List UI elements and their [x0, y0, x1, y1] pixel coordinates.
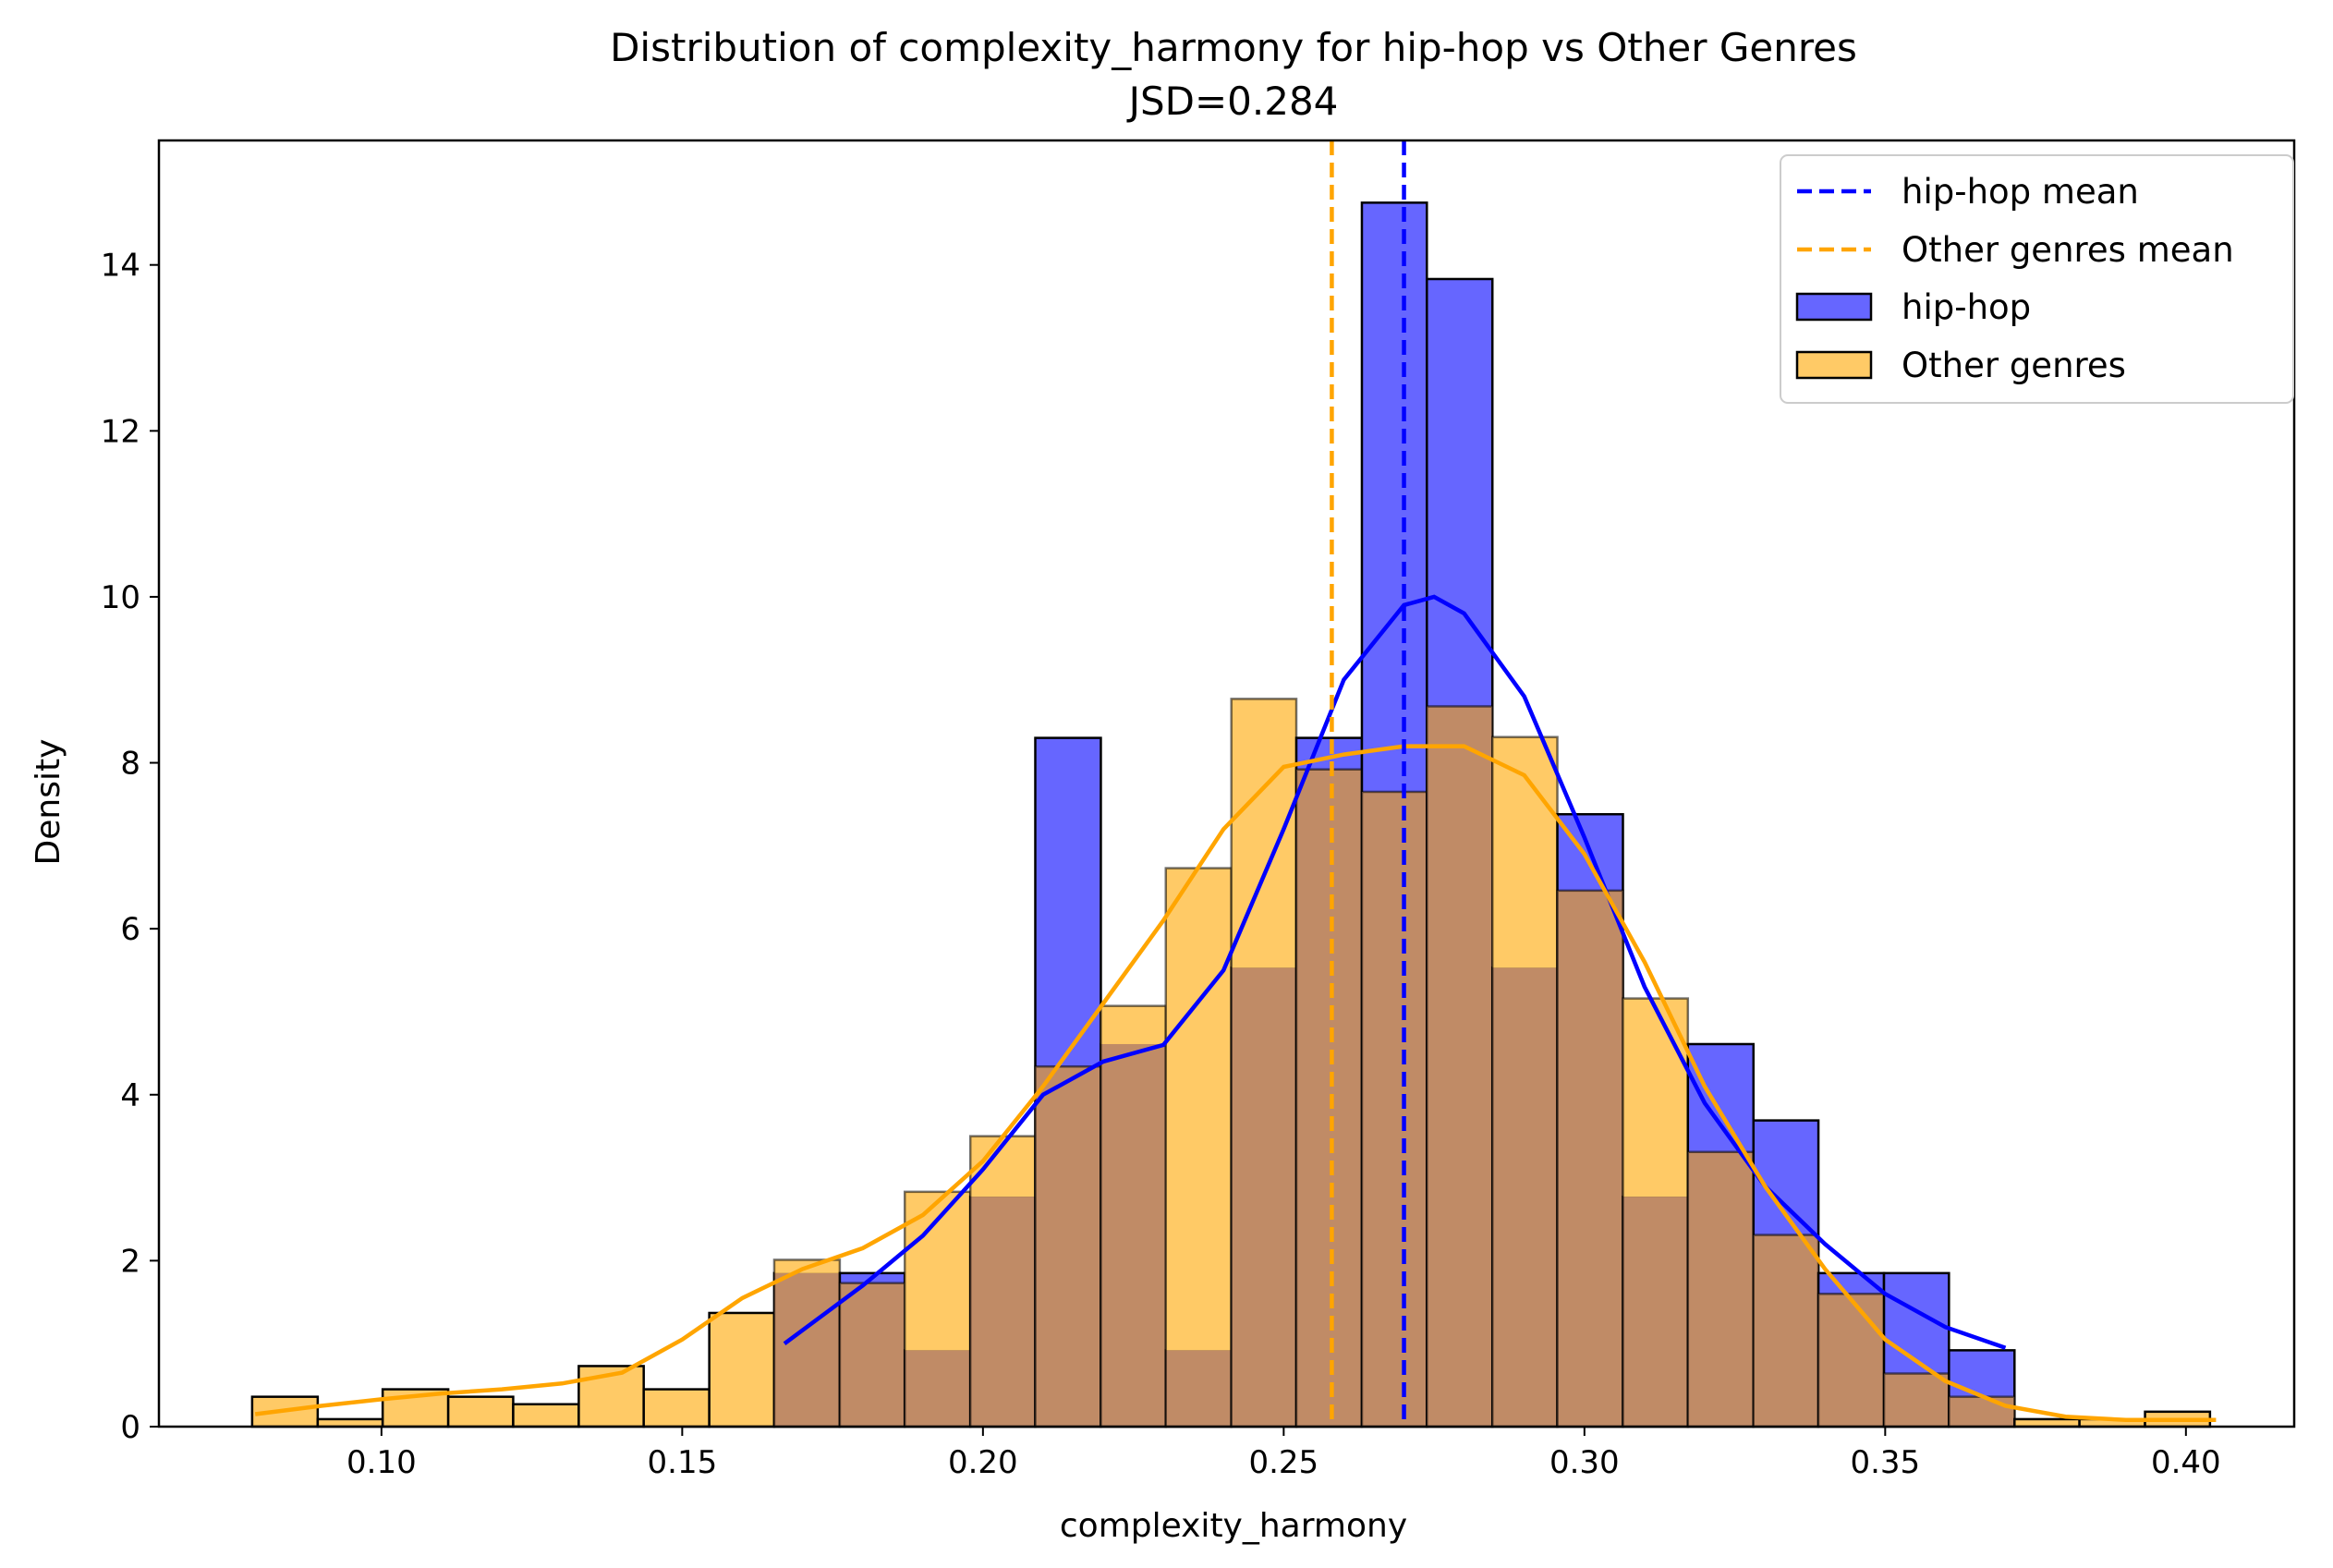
y-tick-label: 2 [120, 1243, 140, 1280]
y-tick-label: 14 [101, 248, 140, 285]
bar-overlap [970, 1197, 1036, 1427]
x-tick-label: 0.30 [1549, 1444, 1620, 1481]
bar-other-excess [1100, 1005, 1166, 1044]
bar-overlap [1884, 1373, 1950, 1427]
bar-overlap [1231, 967, 1297, 1427]
bar-other [446, 1395, 515, 1428]
bar-overlap [1427, 706, 1493, 1427]
x-axis: 0.10 0.15 0.20 0.25 0.30 0.35 0.40 [346, 1427, 2221, 1481]
bar-overlap [1949, 1396, 2015, 1427]
legend-other-mean-label: Other genres mean [1902, 230, 2234, 270]
bar-overlap [773, 1272, 840, 1427]
plot-frame [157, 139, 2296, 1428]
bar-overlap [1361, 791, 1428, 1427]
x-axis-label: complexity_harmony [1060, 1507, 1407, 1545]
y-tick-label: 0 [120, 1409, 140, 1446]
bar-overlap [1557, 890, 1623, 1427]
y-tick-label: 10 [101, 579, 140, 616]
bar-overlap [1296, 769, 1362, 1427]
bar-other [642, 1388, 711, 1428]
bar-overlap [1165, 1350, 1232, 1427]
y-axis: 0 2 4 6 8 10 12 14 [101, 248, 159, 1446]
x-tick-label: 0.20 [948, 1444, 1018, 1481]
y-tick-label: 8 [120, 746, 140, 783]
bar-other-excess [1492, 736, 1558, 968]
x-tick-label: 0.10 [346, 1444, 417, 1481]
chart-subtitle: JSD=0.284 [1126, 79, 1339, 124]
bar-other-excess [1165, 868, 1232, 1351]
bar-overlap [1100, 1043, 1166, 1427]
bar-overlap [1622, 1197, 1688, 1427]
legend: hip-hop mean Other genres mean hip-hop O… [1780, 154, 2294, 404]
bar-other [708, 1311, 776, 1428]
y-axis-label: Density [30, 739, 67, 866]
x-tick-label: 0.15 [648, 1444, 718, 1481]
bar-overlap [1492, 967, 1558, 1427]
x-tick-label: 0.40 [2151, 1444, 2221, 1481]
y-tick-label: 6 [120, 911, 140, 948]
y-tick-label: 12 [101, 413, 140, 450]
bar-other [512, 1403, 580, 1428]
bar-overlap [1687, 1151, 1754, 1427]
kde-other [254, 744, 2217, 1423]
legend-hiphop-mean-label: hip-hop mean [1902, 172, 2139, 212]
bar-overlap [1035, 1066, 1101, 1427]
bar-overlap [839, 1282, 905, 1427]
chart-title: Distribution of complexity_harmony for h… [610, 25, 1857, 70]
legend-hiphop-label: hip-hop [1902, 287, 2031, 327]
plot-area [250, 140, 2217, 1428]
legend-box [1780, 154, 2294, 404]
legend-other-swatch [1795, 350, 1873, 380]
bar-overlap [1818, 1294, 1885, 1427]
y-tick-label: 4 [120, 1077, 140, 1114]
legend-other-label: Other genres [1902, 346, 2126, 385]
bar-overlap [1753, 1234, 1819, 1427]
x-tick-label: 0.25 [1248, 1444, 1318, 1481]
bar-other-excess [905, 1191, 971, 1351]
kde-hiphop [783, 594, 2007, 1350]
legend-hiphop-swatch [1795, 292, 1873, 322]
x-tick-label: 0.35 [1850, 1444, 1920, 1481]
bar-overlap [905, 1350, 971, 1427]
